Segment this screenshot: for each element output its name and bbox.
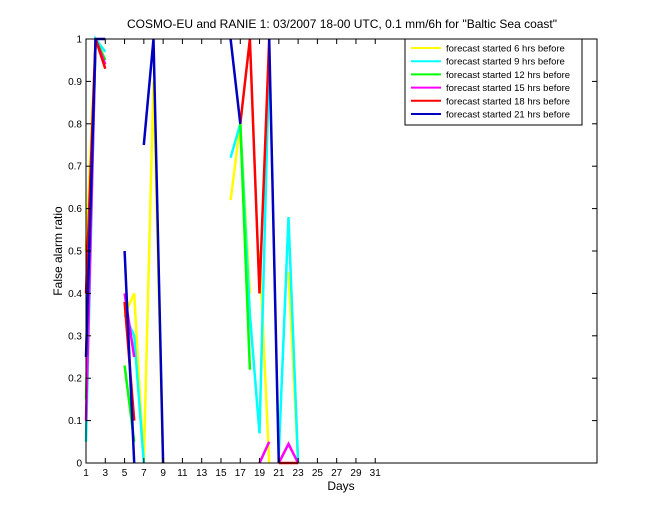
x-tick-label: 11 [177, 468, 188, 479]
chart-title: COSMO-EU and RANIE 1: 03/2007 18-00 UTC,… [127, 17, 557, 31]
series-line [258, 250, 271, 464]
y-tick-label: 0.9 [68, 77, 82, 88]
y-tick-label: 0.6 [68, 204, 82, 215]
series-line [239, 38, 271, 294]
y-tick-label: 0.4 [68, 289, 82, 300]
legend-label: forecast started 18 hrs before [446, 96, 570, 107]
x-axis-label: Days [327, 479, 354, 493]
y-tick-label: 0.1 [68, 416, 82, 427]
x-tick-label: 23 [293, 468, 305, 479]
series-line [229, 38, 242, 124]
y-axis-label: False alarm ratio [51, 206, 65, 296]
legend-box [404, 38, 583, 126]
legend-label: forecast started 6 hrs before [446, 44, 565, 55]
legend-label: forecast started 9 hrs before [446, 57, 565, 68]
y-axis: 0 0.1 0.2 0.3 0.4 0.5 0.6 0.7 0.8 0.9 1 [68, 35, 597, 470]
x-tick-label: 7 [141, 468, 147, 479]
series-line [258, 441, 271, 464]
series-line [239, 123, 252, 370]
y-tick-label: 0.8 [68, 119, 82, 130]
x-tick-label: 13 [196, 468, 208, 479]
legend-label: forecast started 15 hrs before [446, 83, 570, 94]
y-tick-label: 0.2 [68, 374, 82, 385]
x-tick-label: 1 [83, 468, 89, 479]
x-tick-label: 29 [350, 468, 362, 479]
x-tick-label: 17 [235, 468, 247, 479]
series-line [267, 38, 281, 464]
legend-label: forecast started 12 hrs before [446, 70, 570, 81]
y-tick-label: 1 [76, 35, 82, 46]
series-line [277, 441, 300, 464]
x-tick-label: 31 [370, 468, 382, 479]
series-line [123, 250, 136, 464]
x-tick-label: 27 [331, 468, 343, 479]
series-line [229, 60, 271, 434]
y-tick-label: 0.5 [68, 247, 82, 258]
y-tick-label: 0.7 [68, 162, 82, 173]
x-tick-label: 21 [273, 468, 285, 479]
y-tick-label: 0 [76, 459, 82, 470]
series-line [277, 217, 300, 464]
legend-label: forecast started 21 hrs before [446, 110, 570, 121]
x-tick-label: 25 [312, 468, 324, 479]
x-tick-label: 9 [160, 468, 166, 479]
x-axis: 1 3 5 7 9 11 13 15 17 19 21 23 25 27 29 31 [83, 39, 381, 479]
x-tick-label: 19 [254, 468, 266, 479]
y-tick-label: 0.3 [68, 331, 82, 342]
x-tick-label: 15 [215, 468, 227, 479]
x-tick-label: 5 [122, 468, 128, 479]
legend: forecast started 6 hrs before forecast st… [404, 38, 583, 126]
x-tick-label: 3 [103, 468, 109, 479]
